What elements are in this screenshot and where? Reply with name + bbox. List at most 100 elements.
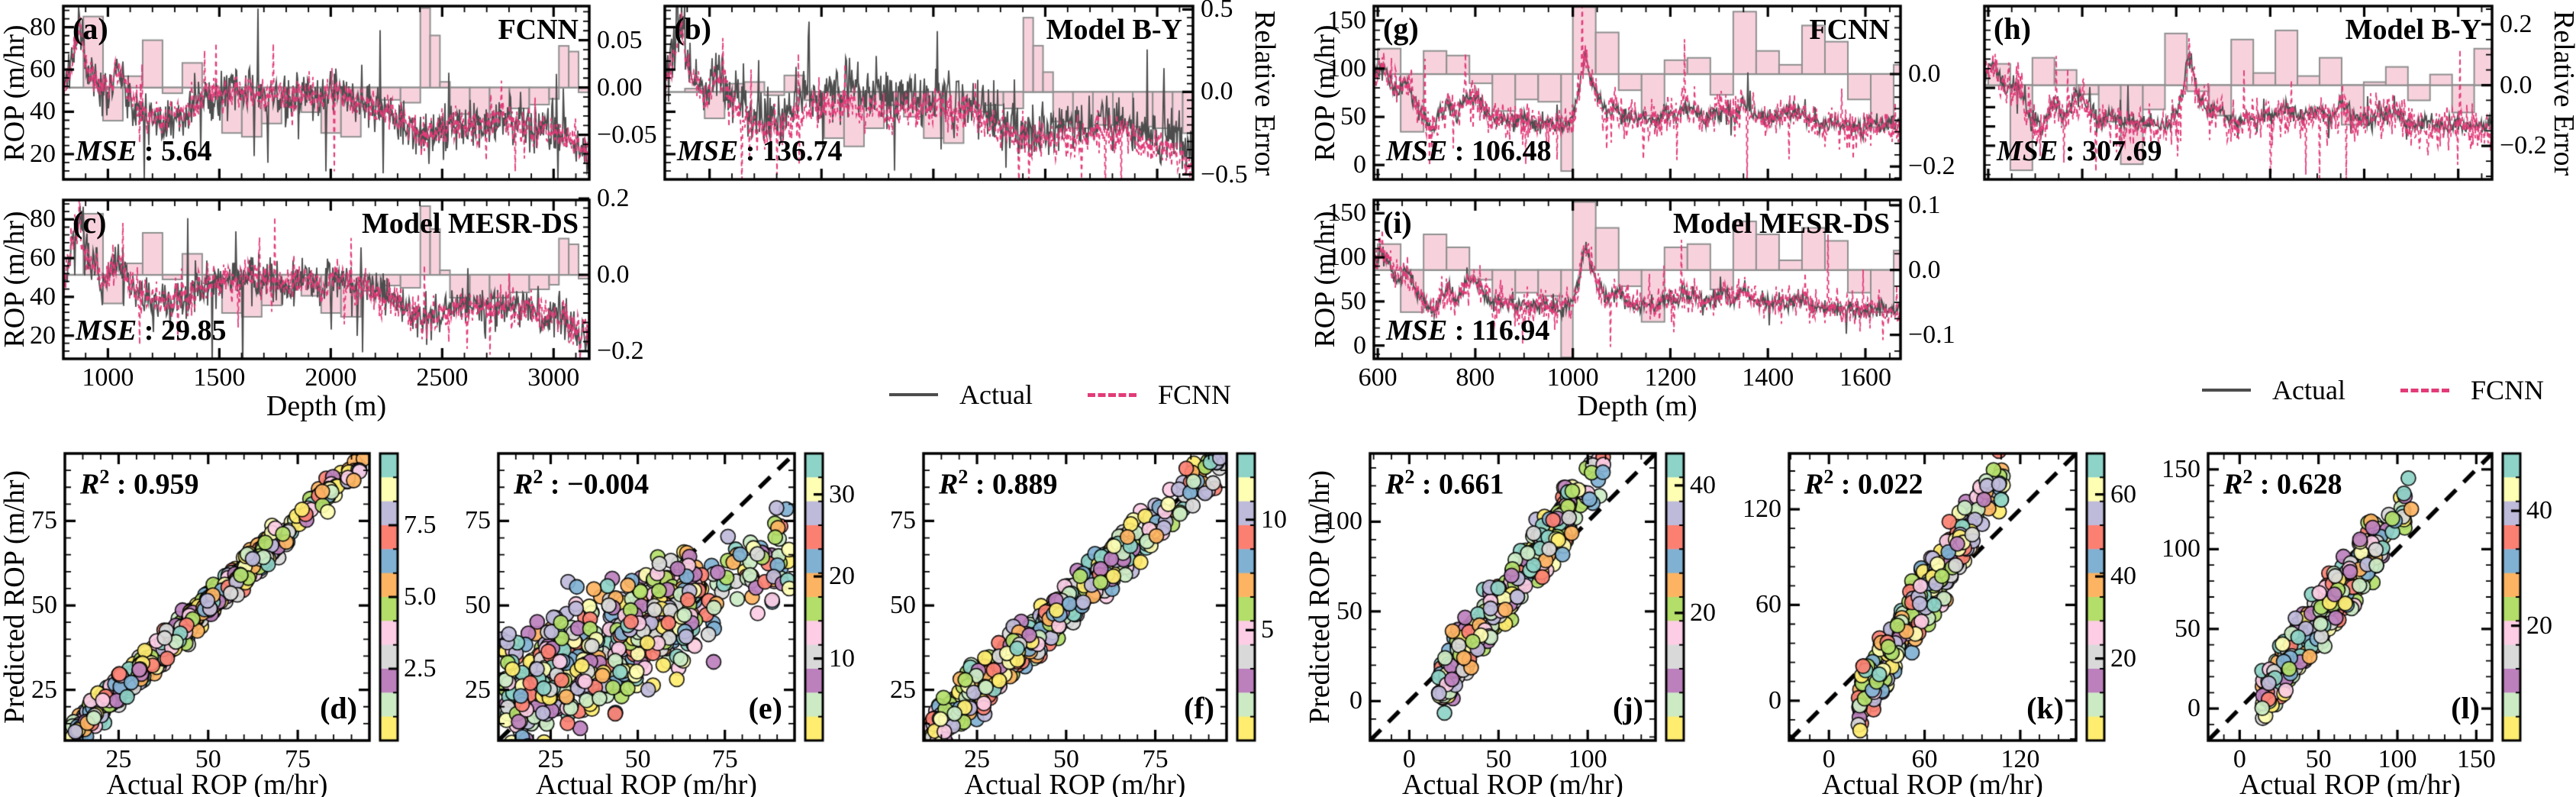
- panel-i-y2tick: −0.1: [1908, 320, 1955, 349]
- panel-d-yaxis-label: Predicted ROP (m/hr): [0, 469, 31, 724]
- fcnn-line-swatch: [2400, 388, 2449, 392]
- panel-l-r2-part: R: [2223, 468, 2243, 501]
- panel-d-cbtick: 2.5: [404, 654, 437, 682]
- panel-j-r2-part: 0.661: [1439, 468, 1504, 501]
- panel-c-mse-part: :: [137, 315, 161, 347]
- panel-k-r2-part: 2: [1823, 466, 1834, 488]
- panel-i-xaxis-label: Depth (m): [1577, 390, 1697, 422]
- panel-f-xaxis-label: Actual ROP (m/hr): [964, 769, 1186, 797]
- panel-k-xtick: 0: [1822, 745, 1836, 773]
- panel-j-ytick: 0: [1349, 686, 1362, 715]
- panel-c-yaxis-label: ROP (m/hr): [0, 211, 31, 348]
- panel-f-cbtick: 10: [1261, 505, 1287, 534]
- panel-i-xtick: 1000: [1546, 363, 1599, 392]
- panel-e-ytick: 50: [465, 591, 491, 620]
- legend-item-actual: Actual: [889, 379, 1033, 411]
- panel-e-ytick: 75: [465, 506, 491, 535]
- panel-a-ytick: 20: [30, 139, 56, 168]
- panel-e-xaxis-label: Actual ROP (m/hr): [536, 769, 757, 797]
- panel-a-yaxis-label: ROP (m/hr): [0, 24, 31, 162]
- panel-a-title: FCNN: [498, 14, 579, 46]
- panel-a-ytick: 80: [30, 12, 56, 41]
- panel-h-corner: (h): [1994, 11, 2031, 46]
- panel-d-corner: (d): [320, 691, 357, 725]
- panel-f-xtick: 25: [964, 745, 991, 773]
- panel-l-r2-part: :: [2252, 468, 2278, 501]
- panel-a-mse-part: :: [137, 135, 161, 167]
- panel-k-cbtick: 20: [2110, 644, 2136, 673]
- panel-b-corner: (b): [674, 11, 711, 46]
- actual-line-swatch: [889, 393, 938, 396]
- panel-l-ytick: 100: [2162, 534, 2200, 563]
- panel-e-r2-part: :: [543, 468, 568, 501]
- panel-d-r2-part: R: [80, 468, 100, 501]
- legend-label-fcnn: FCNN: [1157, 379, 1231, 410]
- panel-j-r2-part: :: [1414, 468, 1440, 501]
- legend-item-actual: Actual: [2202, 374, 2345, 406]
- panel-b-mse-part: :: [738, 135, 762, 167]
- panel-b-title: Model B-Y: [1046, 14, 1182, 46]
- panel-i-xtick: 600: [1358, 363, 1398, 392]
- panel-i-ytick: 100: [1327, 243, 1366, 272]
- panel-k-r2: R2 : 0.022: [1804, 467, 1923, 499]
- panel-h-title: Model B-Y: [2345, 14, 2481, 46]
- legend-left: Actual FCNN: [889, 379, 1231, 411]
- panel-h-mse-part: 307.69: [2081, 135, 2162, 167]
- panel-f-ytick: 75: [890, 506, 916, 535]
- panel-c-mse-part: 29.85: [160, 315, 227, 347]
- panel-e-r2: R2 : −0.004: [514, 467, 649, 499]
- panel-j-ytick: 100: [1323, 507, 1362, 536]
- panel-d-cbtick: 5.0: [404, 582, 437, 611]
- panel-i-xtick: 1600: [1839, 363, 1891, 392]
- panel-l-xtick: 50: [2305, 745, 2332, 773]
- panel-j-r2: R2 : 0.661: [1385, 467, 1504, 499]
- panel-c-xtick: 1500: [193, 363, 246, 392]
- panel-f-xtick: 75: [1142, 745, 1169, 773]
- panel-c-mse: MSE : 29.85: [76, 316, 226, 345]
- panel-l-xtick: 100: [2378, 745, 2417, 773]
- panel-g-mse: MSE : 106.48: [1386, 137, 1551, 166]
- panel-f-r2: R2 : 0.889: [939, 467, 1058, 499]
- panel-k-xaxis-label: Actual ROP (m/hr): [1822, 769, 2043, 797]
- panel-k-r2-part: R: [1804, 468, 1824, 501]
- panel-i-mse-part: 116.94: [1471, 315, 1550, 347]
- panel-b-mse-part: 136.74: [762, 135, 843, 167]
- panel-k-r2-part: :: [1833, 468, 1859, 501]
- panel-h-y2tick: 0.2: [2500, 9, 2532, 38]
- panel-e-cbtick: 20: [829, 562, 855, 591]
- panel-l-r2: R2 : 0.628: [2223, 467, 2342, 499]
- panel-i-title: Model MESR-DS: [1673, 208, 1890, 240]
- panel-k-r2-part: 0.022: [1858, 468, 1923, 501]
- panel-j-xtick: 50: [1485, 745, 1512, 773]
- panel-g-ytick: 50: [1340, 102, 1366, 131]
- panel-d-xtick: 75: [285, 745, 311, 773]
- panel-l-corner: (l): [2451, 691, 2480, 725]
- panel-h-y2axis-label: Relative Error: [2548, 10, 2576, 176]
- panel-d-r2-part: 0.959: [134, 468, 199, 501]
- panel-a-corner: (a): [73, 11, 108, 46]
- panel-f-ytick: 50: [890, 591, 916, 620]
- panel-c-corner: (c): [73, 205, 107, 240]
- panel-i-xtick: 1400: [1742, 363, 1794, 392]
- legend-label-actual: Actual: [2272, 375, 2345, 405]
- panel-d-xtick: 25: [105, 745, 132, 773]
- panel-g-mse-part: :: [1447, 135, 1472, 167]
- panel-i-mse-part: MSE: [1386, 315, 1448, 347]
- panel-a-y2tick: 0.00: [597, 73, 643, 102]
- panel-h-mse-part: MSE: [1997, 135, 2059, 167]
- panel-g-ytick: 150: [1327, 5, 1366, 34]
- panel-j-r2-part: 2: [1404, 466, 1415, 488]
- panel-i-mse: MSE : 116.94: [1386, 316, 1549, 345]
- panel-l-r2-part: 0.628: [2277, 468, 2342, 501]
- panel-a-ytick: 40: [30, 97, 56, 126]
- panel-d-xaxis-label: Actual ROP (m/hr): [106, 769, 328, 797]
- legend-right: Actual FCNN: [2202, 374, 2544, 406]
- panel-h-y2tick: 0.0: [2500, 70, 2532, 99]
- panel-f-r2-part: 2: [958, 466, 969, 488]
- panel-j-xtick: 100: [1568, 745, 1607, 773]
- panel-i-xtick: 1200: [1644, 363, 1697, 392]
- panel-c-mse-part: MSE: [76, 315, 137, 347]
- panel-k-ytick: 0: [1768, 686, 1781, 715]
- panel-b-y2tick: 0.5: [1201, 0, 1233, 24]
